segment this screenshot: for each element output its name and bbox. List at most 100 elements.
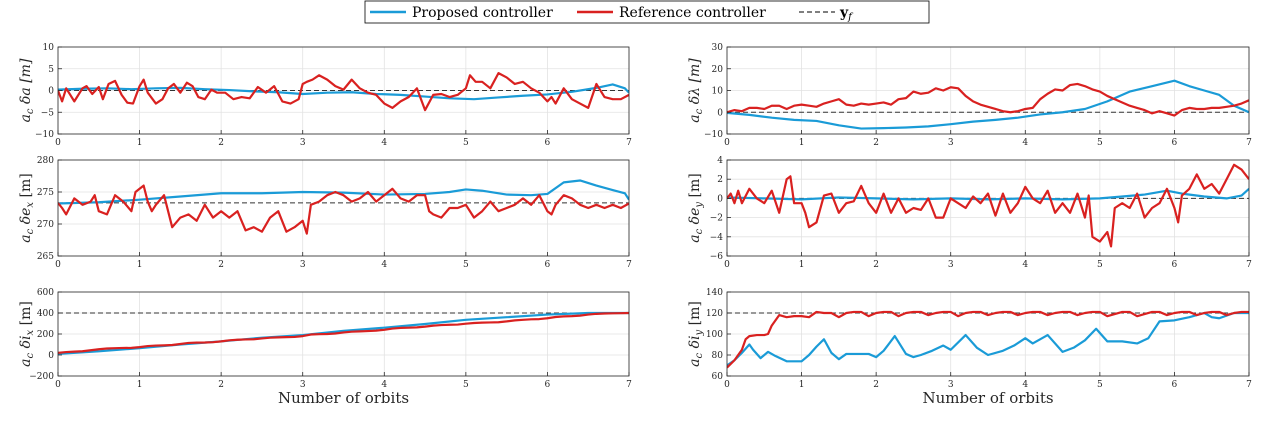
y-axis-label-subscript: x: [25, 329, 36, 335]
x-tick-label: 5: [1097, 138, 1103, 148]
legend-target-symbol: y: [839, 5, 849, 21]
y-tick-label: −6: [710, 252, 724, 262]
x-tick-label: 5: [463, 380, 469, 390]
y-tick-label: −10: [704, 130, 723, 140]
y-tick-label: −200: [29, 372, 54, 382]
y-tick-label: 270: [37, 220, 54, 230]
y-tick-label: 0: [48, 87, 54, 97]
axes-frame: [57, 159, 630, 257]
y-tick-label: 5: [48, 65, 54, 75]
y-axis-label-part: a: [18, 114, 34, 122]
y-tick-label: 400: [37, 309, 54, 319]
x-tick-label: 6: [1172, 138, 1178, 148]
legend-target-subscript: f: [847, 12, 854, 23]
series-line-proposed: [58, 179, 629, 205]
y-axis-label-subscript: c: [694, 352, 705, 358]
series-line-proposed: [58, 311, 629, 356]
x-tick-label: 1: [799, 380, 805, 390]
y-axis-label-subscript: c: [25, 228, 36, 234]
x-tick-label: 3: [948, 260, 954, 270]
y-axis-label-part: a: [687, 114, 703, 122]
y-axis-label-part: δe: [687, 208, 703, 229]
series-line-reference: [58, 72, 629, 112]
y-tick-label: 0: [717, 194, 723, 204]
y-axis-label-part: δλ [m]: [687, 58, 703, 109]
x-tick-label: 0: [55, 138, 61, 148]
y-axis-label-subscript: y: [694, 202, 705, 209]
y-tick-label: 600: [37, 288, 54, 298]
y-axis-label-subscript: c: [25, 108, 36, 114]
y-axis-label-subscript: y: [694, 329, 705, 336]
x-tick-label: 0: [724, 138, 730, 148]
y-axis-label-part: a: [18, 234, 34, 242]
y-tick-label: 0: [48, 351, 54, 361]
y-axis-label-part: [m]: [18, 301, 34, 330]
y-axis-label-part: δi: [687, 335, 703, 352]
y-tick-label: 60: [712, 372, 724, 382]
x-tick-label: 0: [55, 380, 61, 390]
y-axis-label-part: [m]: [18, 173, 34, 202]
x-tick-label: 5: [463, 260, 469, 270]
y-axis-label-subscript: x: [25, 202, 36, 208]
x-tick-label: 1: [137, 138, 143, 148]
y-axis-label-part: a: [687, 234, 703, 242]
y-tick-label: 275: [37, 188, 54, 198]
x-tick-label: 7: [626, 380, 632, 390]
y-axis-label: ac δex [m]: [18, 173, 36, 242]
x-tick-label: 1: [799, 138, 805, 148]
y-tick-label: 10: [43, 43, 55, 53]
y-axis-label: ac δix [m]: [18, 301, 36, 367]
x-axis-label: Number of orbits: [278, 389, 409, 407]
x-tick-label: 7: [626, 260, 632, 270]
y-tick-label: 265: [37, 252, 54, 262]
y-axis-label: ac δa [m]: [18, 58, 36, 122]
y-axis-label-part: a: [18, 358, 34, 366]
x-axis-label: Number of orbits: [922, 389, 1053, 407]
axes-frame: [726, 159, 1250, 257]
x-tick-label: 0: [55, 260, 61, 270]
y-axis-label-part: δi: [18, 335, 34, 352]
y-tick-label: 10: [712, 87, 724, 97]
y-axis-label: ac δiy [m]: [687, 301, 705, 367]
series-line-proposed: [727, 311, 1249, 367]
x-tick-label: 1: [799, 260, 805, 270]
y-tick-label: 2: [717, 175, 723, 185]
legend-label-reference: Reference controller: [619, 5, 766, 21]
y-tick-label: 20: [712, 65, 724, 75]
y-tick-label: −2: [710, 214, 723, 224]
x-tick-label: 3: [300, 380, 306, 390]
series-line-reference: [58, 184, 629, 235]
x-tick-label: 2: [873, 138, 879, 148]
y-axis-label: ac δλ [m]: [687, 58, 705, 123]
x-tick-label: 2: [873, 260, 879, 270]
series-line-reference: [58, 311, 629, 354]
plot-area: [727, 160, 1249, 256]
plot-area: [58, 160, 629, 256]
y-tick-label: 100: [706, 330, 723, 340]
y-tick-label: 80: [712, 351, 724, 361]
y-tick-label: 200: [37, 330, 54, 340]
legend-label-proposed: Proposed controller: [412, 5, 553, 21]
y-axis-label-subscript: c: [694, 228, 705, 234]
x-tick-label: 6: [545, 260, 551, 270]
x-tick-label: 2: [218, 260, 224, 270]
y-tick-label: −4: [710, 233, 724, 243]
x-tick-label: 4: [1022, 260, 1028, 270]
x-tick-label: 3: [300, 260, 306, 270]
legend: Proposed controller Reference controller…: [364, 0, 930, 24]
x-tick-label: 1: [137, 260, 143, 270]
x-tick-label: 6: [545, 138, 551, 148]
y-tick-label: −10: [35, 130, 54, 140]
series-line-reference: [727, 82, 1249, 117]
y-axis-label-part: [m]: [687, 301, 703, 330]
y-tick-label: 30: [712, 43, 724, 53]
x-tick-label: 3: [300, 138, 306, 148]
x-tick-label: 2: [873, 380, 879, 390]
y-axis-label: ac δey [m]: [687, 173, 705, 242]
x-tick-label: 0: [724, 380, 730, 390]
x-tick-label: 6: [545, 380, 551, 390]
